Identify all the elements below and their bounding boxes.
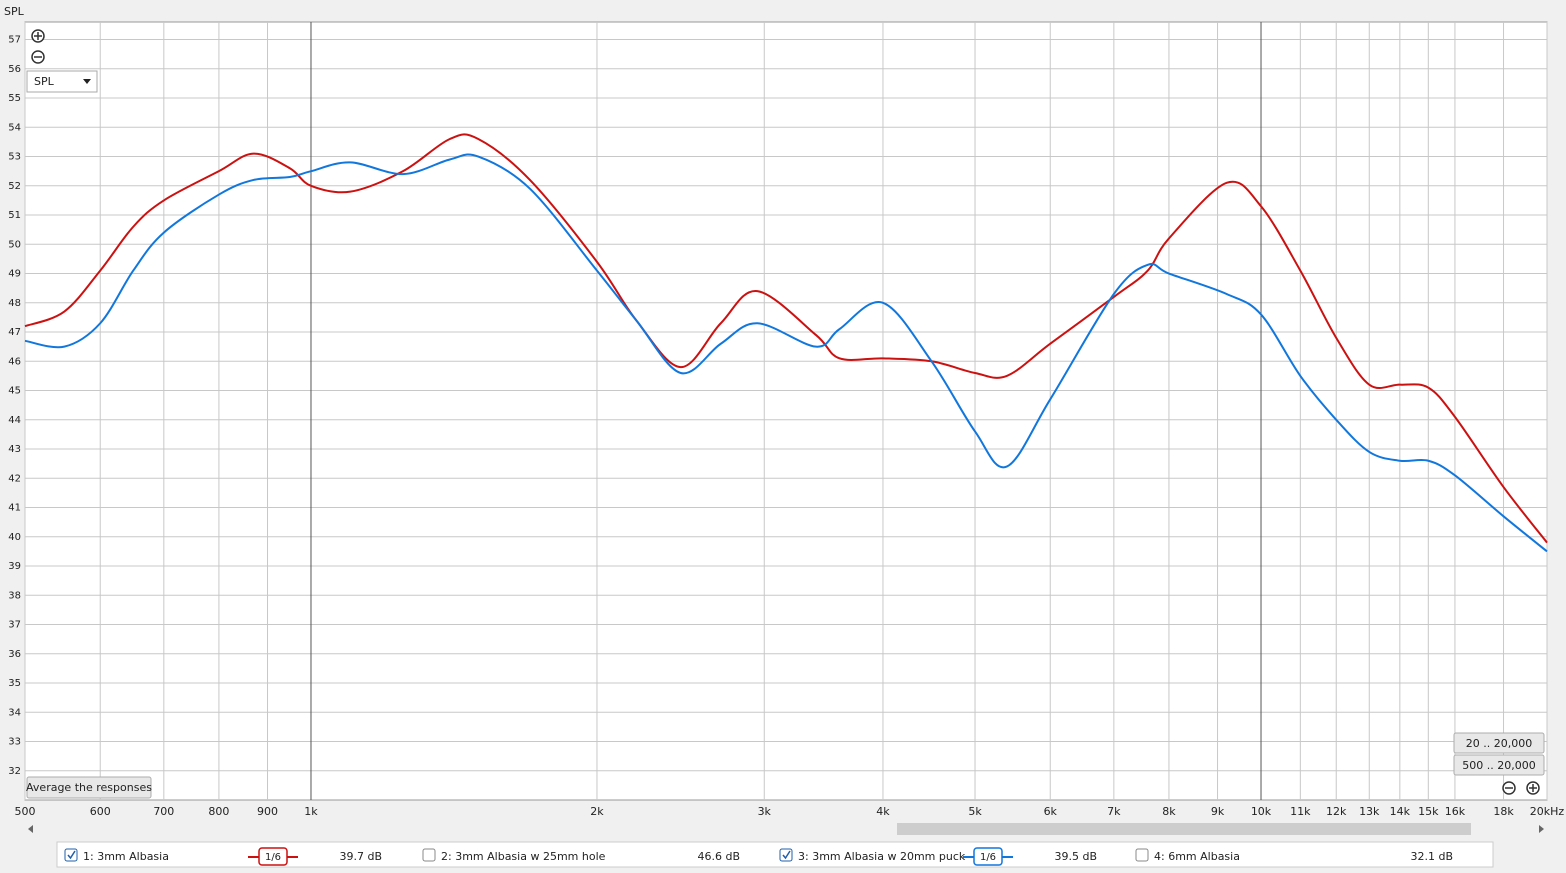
checkbox[interactable] [64,848,78,862]
x-tick-label: 13k [1359,805,1380,818]
plot-area [24,21,1548,801]
y-tick-label: 45 [8,386,21,397]
x-tick-label: 5k [968,805,982,818]
x-tick-label: 900 [257,805,278,818]
x-tick-label: 800 [208,805,229,818]
y-tick-label: 57 [8,35,21,46]
y-tick-label: 50 [8,239,21,250]
y-tick-label: 38 [8,590,21,601]
x-tick-label: 9k [1211,805,1225,818]
x-tick-label: 18k [1493,805,1514,818]
legend-entry[interactable]: 4: 6mm Albasia [1154,850,1240,863]
level-value: 46.6 dB [697,850,740,863]
y-tick-label: 39 [8,561,21,572]
scrollbar[interactable] [25,822,1547,836]
y-tick-label: 37 [8,620,21,631]
y-tick-label: 51 [8,210,21,221]
x-tick-label: 11k [1290,805,1311,818]
x-tick-label: 20kHz [1530,805,1565,818]
x-tick-label: 14k [1390,805,1411,818]
y-tick-label: 48 [8,298,21,309]
checkbox[interactable] [422,848,436,862]
y-tick-label: 40 [8,532,21,543]
y-tick-label: 32 [8,766,21,777]
smoothing-box[interactable] [973,847,1003,866]
smoothing-box[interactable] [258,847,288,866]
response-curve [24,133,1548,544]
y-tick-label: 56 [8,64,21,75]
dropdown-label: SPL [34,75,55,88]
zoom-out-x[interactable] [1502,781,1516,795]
zoom-in-x[interactable] [1526,781,1540,795]
x-tick-label: 16k [1445,805,1466,818]
checkmark [67,850,76,860]
x-tick-label: 12k [1326,805,1347,818]
y-tick-label: 36 [8,649,21,660]
x-tick-label: 7k [1107,805,1121,818]
y-tick-label: 53 [8,152,21,163]
y-tick-label: 43 [8,444,21,455]
y-tick-label: 42 [8,473,21,484]
y-tick-label: 44 [8,415,21,426]
level-value: 39.7 dB [339,850,382,863]
checkbox[interactable] [1135,848,1149,862]
y-axis-label: SPL [4,5,25,18]
average-button-label: Average the responses [26,781,152,794]
y-tick-label: 34 [8,707,21,718]
y-tick-label: 46 [8,356,21,367]
range-button[interactable]: 20 .. 20,000 [1453,732,1545,754]
y-tick-label: 49 [8,269,21,280]
zoom-in-y[interactable] [31,29,45,43]
level-value: 39.5 dB [1054,850,1097,863]
smoothing-label: 1/6 [265,852,281,863]
y-tick-label: 35 [8,678,21,689]
y-tick-label: 41 [8,503,21,514]
zoom-out-y[interactable] [31,50,45,64]
range-button-label: 500 .. 20,000 [1462,759,1535,772]
checkmark [782,850,791,860]
legend-entry[interactable]: 2: 3mm Albasia w 25mm hole [441,850,606,863]
response-curve [24,153,1548,553]
y-tick-label: 33 [8,737,21,748]
x-tick-label: 6k [1044,805,1058,818]
x-tick-label: 700 [153,805,174,818]
x-tick-label: 1k [304,805,318,818]
average-button[interactable]: Average the responses [26,776,152,799]
dropdown[interactable]: SPL [26,70,98,93]
x-tick-label: 8k [1162,805,1176,818]
legend-entry[interactable]: 1: 3mm Albasia [83,850,169,863]
range-button[interactable]: 500 .. 20,000 [1453,754,1545,776]
y-tick-label: 47 [8,327,21,338]
checkbox[interactable] [779,848,793,862]
y-tick-label: 54 [8,122,21,133]
range-button-label: 20 .. 20,000 [1466,737,1532,750]
smoothing-label: 1/6 [980,852,996,863]
x-tick-label: 2k [590,805,604,818]
x-tick-label: 600 [90,805,111,818]
x-tick-label: 500 [15,805,36,818]
x-tick-label: 4k [876,805,890,818]
y-tick-label: 52 [8,181,21,192]
legend-bar [56,841,1494,868]
x-tick-label: 15k [1418,805,1439,818]
x-tick-label: 10k [1251,805,1272,818]
x-tick-label: 3k [758,805,772,818]
level-value: 32.1 dB [1410,850,1453,863]
y-tick-label: 55 [8,93,21,104]
legend-entry[interactable]: 3: 3mm Albasia w 20mm puck [798,850,966,863]
